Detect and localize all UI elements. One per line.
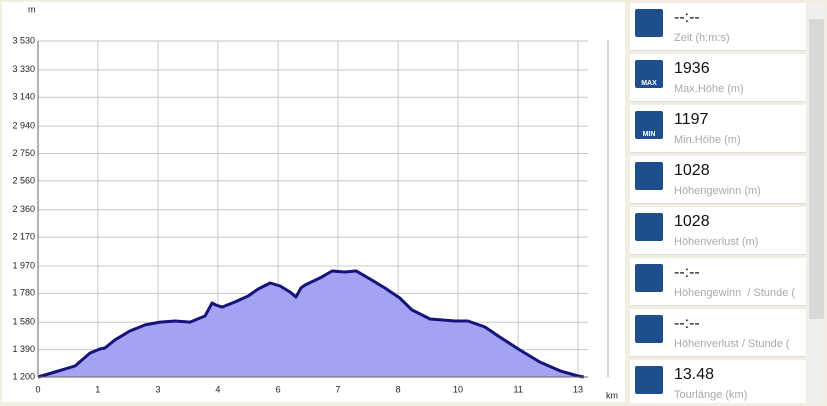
x-tick-label: 8 [396,384,401,394]
stat-value: --:-- [674,264,700,281]
x-tick-label: 6 [276,384,281,394]
stat-label: Max.Höhe (m) [674,83,744,95]
y-tick-label: 2 360 [12,204,35,214]
x-tick-label: 10 [453,384,463,394]
y-tick-label: 1 580 [12,317,35,327]
stat-icon: MAX [635,60,663,88]
stat-value: --:-- [674,9,700,26]
stat-value: --:-- [674,315,700,332]
y-tick-label: 2 560 [12,175,35,185]
y-tick-label: 3 530 [12,35,35,45]
y-tick-label: 3 330 [12,64,35,74]
stat-label: Höhenverlust / Stunde ( [674,338,790,350]
y-tick-label: 1 200 [12,371,35,381]
stat-icon [635,9,663,37]
stat-label: Tourlänge (km) [674,389,748,401]
stat-item: MIN 1197 Min.Höhe (m) [630,105,806,153]
scrollbar[interactable] [808,3,825,403]
area-fill [38,270,584,377]
stat-item: 13.48 Tourlänge (km) [630,360,806,403]
x-tick-label: 3 [156,384,161,394]
stat-item: 1028 Höhenverlust (m) [630,207,806,255]
y-tick-label: 2 170 [12,231,35,241]
stat-icon [635,213,663,241]
y-unit: m [28,4,36,14]
stat-item: 1028 Höhengewinn (m) [630,156,806,204]
x-tick-label: 13 [573,384,583,394]
y-tick-label: 2 750 [12,148,35,158]
y-tick-label: 1 390 [12,344,35,354]
x-tick-label: 11 [514,384,523,394]
y-tick-label: 2 940 [12,120,35,130]
stats-panel: --:-- Zeit (h:m:s) MAX 1936 Max.Höhe (m) MIN 1… [630,3,806,403]
x-tick-label: 7 [335,384,340,394]
stat-icon [635,264,663,292]
stat-label: Höhengewinn / Stunde ( [674,287,796,299]
stat-value: 1936 [674,60,710,77]
stat-value: 1197 [674,111,709,128]
stat-icon [635,162,663,190]
stat-label: Höhengewinn (m) [674,185,761,197]
stat-icon: MIN [635,111,663,139]
x-tick-label: 0 [35,384,40,394]
y-tick-label: 3 140 [12,92,35,102]
stat-item: MAX 1936 Max.Höhe (m) [630,54,806,102]
stat-label: Min.Höhe (m) [674,134,741,146]
stat-icon [635,366,663,394]
stat-item: --:-- Zeit (h:m:s) [630,3,806,51]
scroll-thumb[interactable] [809,19,824,319]
stat-label: Zeit (h:m:s) [674,32,730,44]
stat-value: 1028 [674,162,710,179]
stat-item: --:-- Höhengewinn / Stunde ( [630,258,806,306]
x-tick-label: 4 [215,384,220,394]
profile-line [37,269,585,379]
stat-item: --:-- Höhenverlust / Stunde ( [630,309,806,357]
stat-value: 1028 [674,213,710,230]
icon-text: MIN [642,131,656,138]
stat-label: Höhenverlust (m) [674,236,759,248]
x-tick-label: 1 [95,384,100,394]
stat-icon [635,315,663,343]
y-tick-label: 1 780 [12,288,35,298]
x-unit: km [606,390,618,400]
icon-text: MAX [641,80,657,87]
stat-value: 13.48 [674,366,715,383]
y-tick-label: 1 970 [12,260,35,270]
